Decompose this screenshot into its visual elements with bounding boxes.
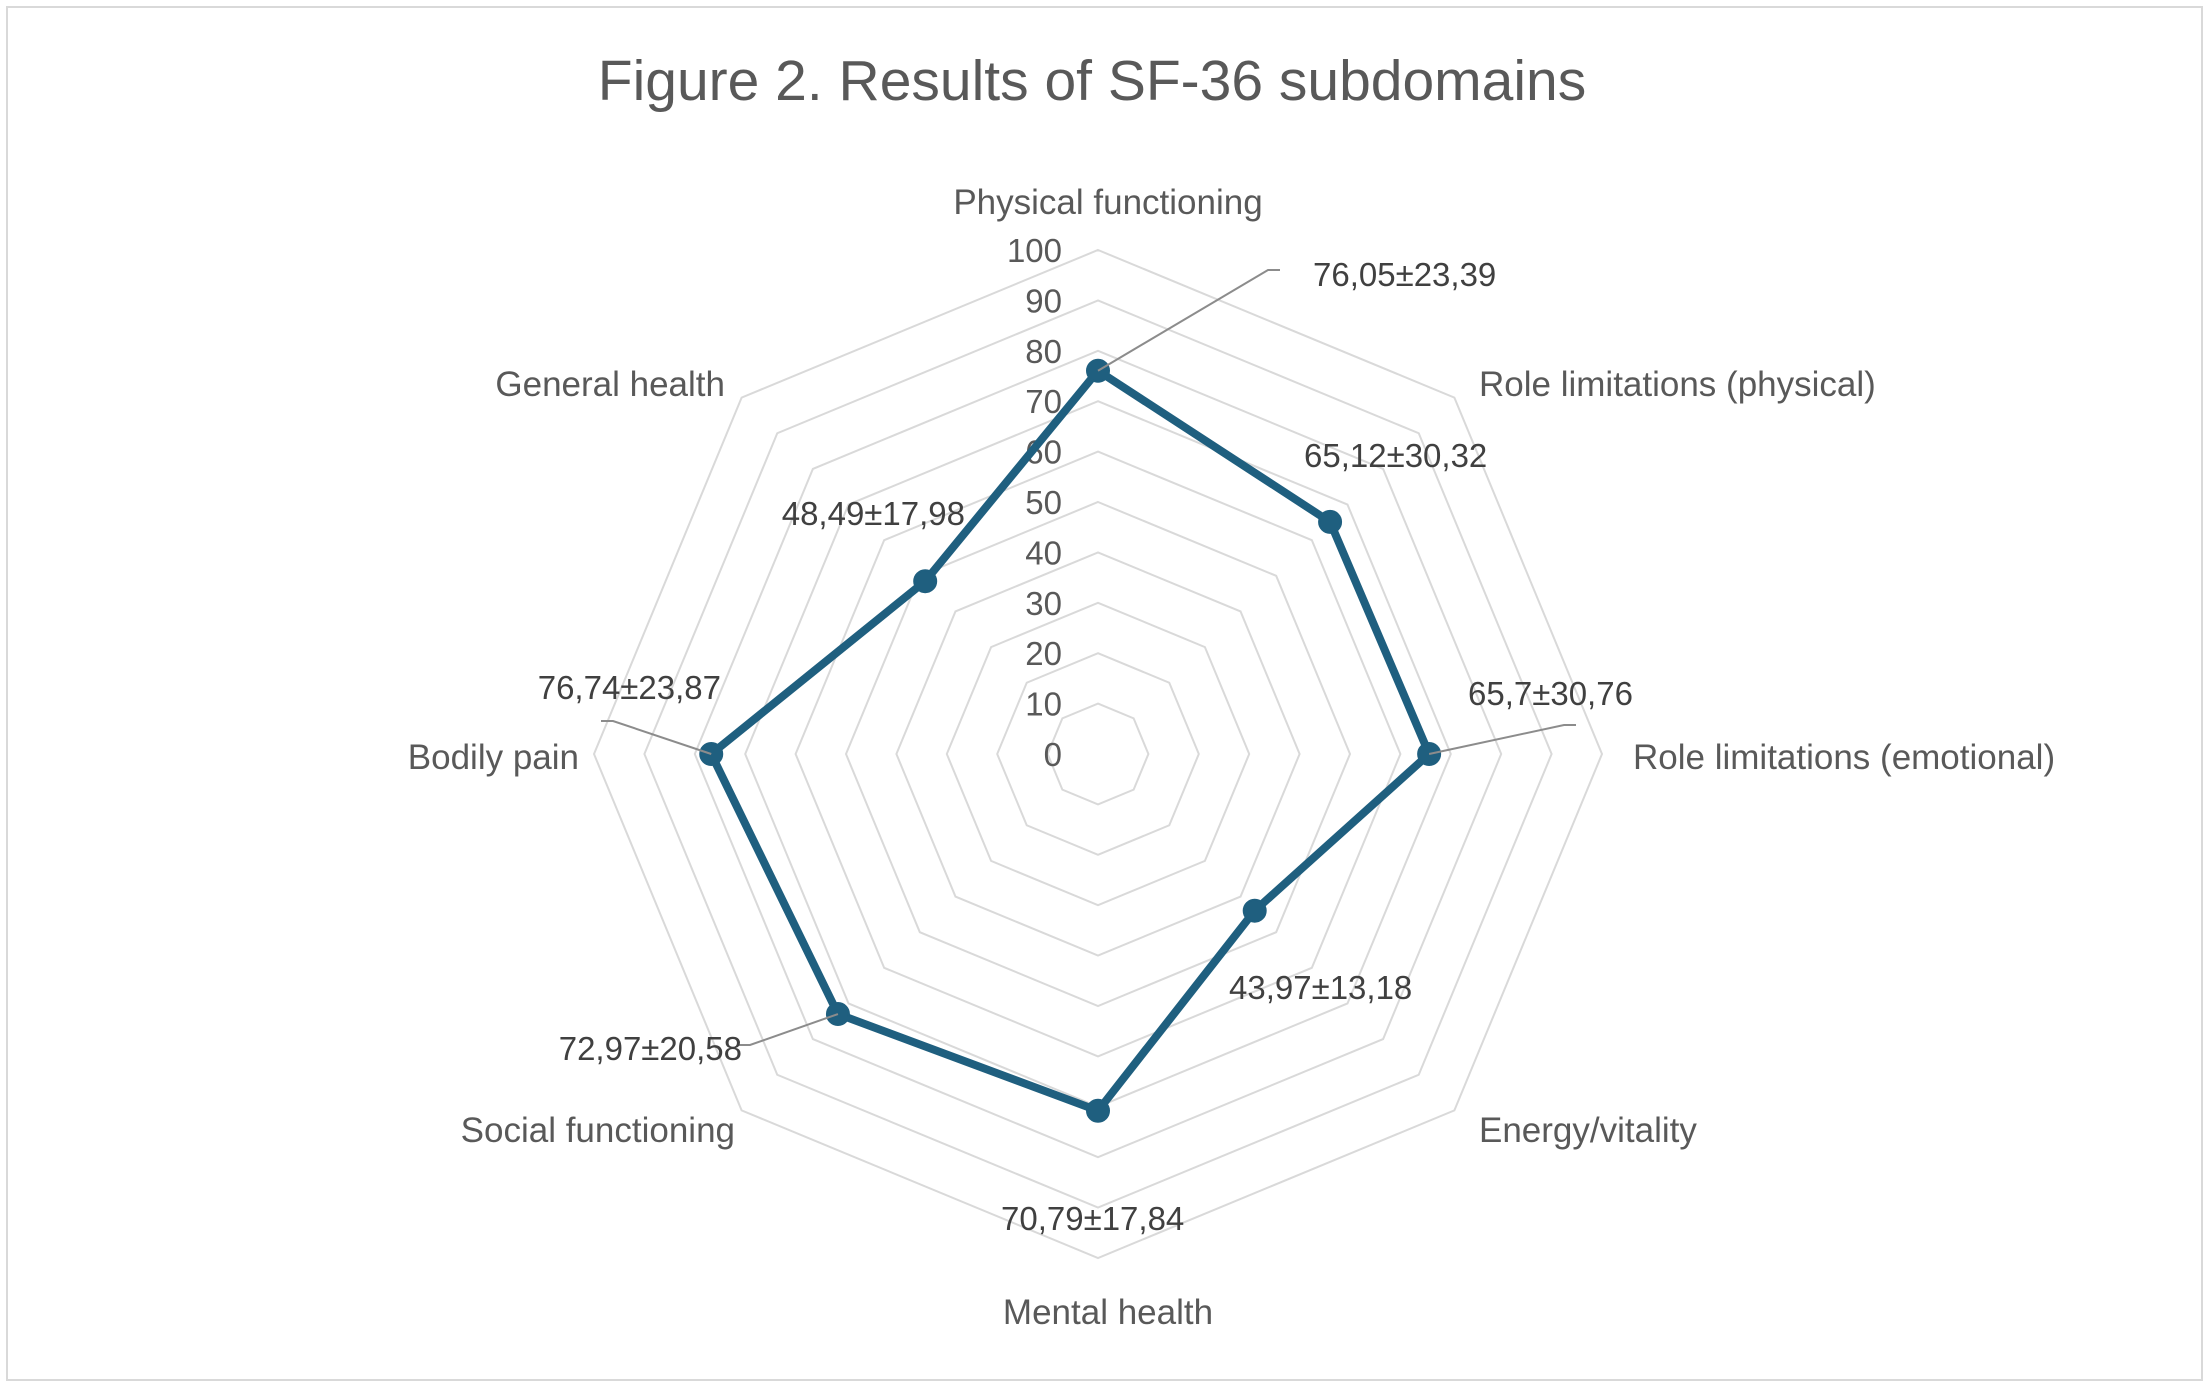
tick-label: 100: [1007, 232, 1062, 269]
label-leader-line: [601, 720, 712, 755]
category-label: Mental health: [1003, 1293, 1213, 1332]
label-leader-line: [1097, 269, 1280, 372]
gridline-60: [794, 450, 1402, 1058]
category-labels: Physical functioning Role limitations (ph…: [408, 183, 2055, 1332]
category-label: Energy/vitality: [1479, 1111, 1697, 1150]
data-point: [1086, 1098, 1110, 1123]
gridline-80: [693, 349, 1503, 1159]
tick-label: 30: [1025, 585, 1062, 622]
category-label: Role limitations (emotional): [1633, 738, 2055, 777]
data-label: 76,74±23,87: [538, 669, 721, 706]
data-point: [1318, 509, 1343, 534]
gridline-40: [895, 551, 1301, 957]
chart-figure: Figure 2. Results of SF-36 subdomains 0 1…: [6, 6, 2203, 1381]
tick-label: 90: [1025, 282, 1062, 319]
data-labels: 76,05±23,39 65,12±30,32 65,7±30,76 43,97±13…: [538, 256, 1633, 1237]
data-point: [1242, 898, 1267, 923]
tick-label: 70: [1025, 383, 1062, 420]
gridline-50: [844, 500, 1352, 1008]
tick-label: 20: [1025, 635, 1062, 672]
radar-chart: Figure 2. Results of SF-36 subdomains 0 1…: [408, 49, 2055, 1332]
gridline-10: [1046, 702, 1150, 806]
tick-label: 40: [1025, 534, 1062, 571]
data-label: 48,49±17,98: [782, 495, 965, 532]
chart-title: Figure 2. Results of SF-36 subdomains: [598, 49, 1586, 113]
data-label: 72,97±20,58: [559, 1030, 742, 1067]
category-label: Role limitations (physical): [1479, 365, 1876, 404]
gridline-30: [945, 601, 1251, 907]
data-point: [825, 1002, 850, 1027]
tick-label: 0: [1044, 736, 1062, 773]
category-label: Social functioning: [461, 1111, 735, 1150]
gridline-100: [592, 248, 1604, 1260]
category-label: Physical functioning: [953, 183, 1262, 222]
tick-label: 10: [1025, 686, 1062, 723]
category-label: General health: [495, 365, 725, 404]
data-point: [913, 569, 938, 594]
data-label: 65,7±30,76: [1468, 675, 1633, 712]
tick-label: 80: [1025, 333, 1062, 370]
label-leader-line: [1428, 724, 1576, 755]
data-label: 65,12±30,32: [1304, 437, 1487, 474]
tick-label: 50: [1025, 484, 1062, 521]
data-label: 76,05±23,39: [1313, 256, 1496, 293]
data-label: 70,79±17,84: [1001, 1200, 1184, 1237]
data-label: 43,97±13,18: [1229, 969, 1412, 1006]
category-label: Bodily pain: [408, 738, 579, 777]
label-leader-line: [738, 1013, 839, 1046]
gridline-20: [996, 652, 1200, 856]
gridline-90: [643, 299, 1553, 1209]
